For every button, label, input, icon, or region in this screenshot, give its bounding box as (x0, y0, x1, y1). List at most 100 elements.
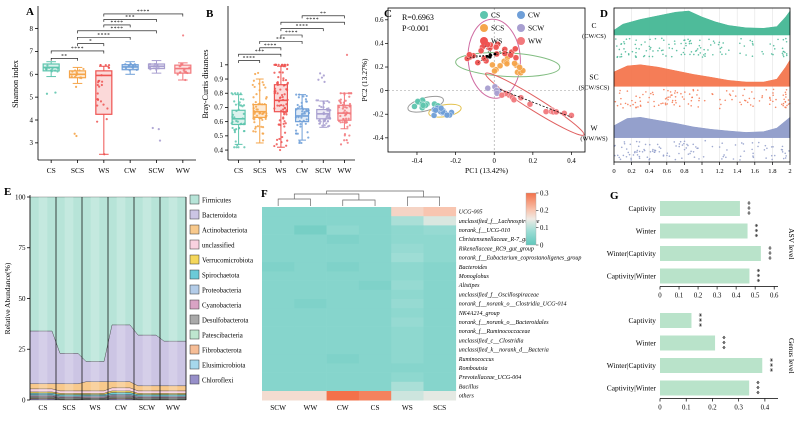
svg-text:unclassified_k__norank_d__Bact: unclassified_k__norank_d__Bacteria (459, 347, 549, 354)
svg-text:***: *** (752, 381, 761, 396)
bar-Winter (660, 335, 716, 351)
svg-text:***: *** (743, 201, 752, 216)
bar-Captivity|Winter (660, 380, 750, 396)
svg-text:Relative Abundance(%): Relative Abundance(%) (3, 262, 12, 334)
svg-text:(SCW/SCS): (SCW/SCS) (579, 84, 610, 91)
legend-swatch-unclassified (189, 239, 200, 250)
svg-text:SCW: SCW (148, 166, 165, 175)
svg-text:norank_f__UCG-010: norank_f__UCG-010 (459, 227, 510, 234)
svg-text:0.2: 0.2 (540, 208, 549, 215)
svg-text:WS: WS (98, 166, 109, 175)
panel-label-b: B (206, 8, 214, 20)
bar-Captivity (660, 201, 740, 216)
svg-text:(CW/CS): (CW/CS) (582, 33, 606, 40)
svg-text:0.4: 0.4 (761, 405, 770, 412)
svg-text:WW: WW (304, 403, 318, 412)
legend-swatch-Firmicutes (189, 194, 200, 205)
legend-swatch-Spirochaetota (189, 269, 200, 280)
svg-text:****: **** (71, 46, 84, 52)
bar-Captivity (660, 313, 692, 328)
svg-text:W: W (590, 124, 598, 133)
legend-swatch-Fibrobacterota (189, 344, 200, 355)
svg-text:Chloroflexi: Chloroflexi (202, 378, 233, 385)
svg-text:CW: CW (124, 166, 137, 175)
svg-text:8: 8 (30, 25, 34, 33)
svg-text:unclassified_f__Lachnospiracea: unclassified_f__Lachnospiraceae (459, 218, 540, 225)
heatmap-cells (262, 207, 457, 401)
legend-swatch-Verrucomicrobiota (189, 254, 200, 265)
svg-text:ASV level: ASV level (787, 228, 796, 259)
svg-text:-0.4: -0.4 (373, 135, 384, 142)
svg-text:1.6: 1.6 (751, 168, 760, 175)
svg-text:***: *** (764, 246, 773, 261)
svg-text:****: **** (296, 24, 309, 30)
svg-text:0: 0 (612, 168, 616, 175)
svg-text:0.8: 0.8 (214, 90, 223, 98)
svg-text:CW: CW (337, 403, 349, 412)
svg-text:CS: CS (38, 403, 47, 412)
svg-text:0.3: 0.3 (713, 293, 722, 300)
svg-text:-0.2: -0.2 (450, 158, 461, 165)
svg-text:WS: WS (275, 166, 286, 175)
svg-text:0: 0 (22, 396, 26, 404)
svg-text:Winter: Winter (636, 339, 657, 348)
svg-text:unclassified: unclassified (202, 243, 235, 250)
svg-text:WS: WS (491, 37, 502, 46)
svg-text:Bacteroides: Bacteroides (459, 265, 488, 271)
svg-text:****: **** (111, 20, 124, 26)
bar-Captivity|Winter (660, 268, 750, 284)
svg-text:Captivity|Winter: Captivity|Winter (607, 272, 657, 281)
svg-text:Firmicutes: Firmicutes (202, 198, 231, 205)
svg-text:***: *** (751, 224, 760, 239)
svg-text:SCS: SCS (253, 166, 266, 175)
pcoa-scatter-svg: -0.4 -0.2 0 0.2 0.4 -0.4 -0.2 0 0.2 0.4 0.6 PC1 (13… (360, 7, 586, 175)
svg-text:25: 25 (19, 346, 27, 354)
svg-text:SCS: SCS (433, 403, 446, 412)
svg-text:Fibrobacterota: Fibrobacterota (202, 348, 242, 355)
svg-text:SCW: SCW (528, 24, 545, 33)
svg-text:UCG-005: UCG-005 (459, 210, 483, 216)
svg-text:***: *** (765, 358, 774, 373)
svg-text:0.2: 0.2 (375, 64, 384, 71)
panel-label-d: D (600, 8, 608, 20)
legend-swatch-Elusimicrobiota (189, 359, 200, 370)
panel-e-relative-abundance: 0 25 50 75 100 CS SCS WS CW SCW WW Relative Abundan… (2, 187, 255, 424)
svg-text:CS: CS (491, 11, 500, 20)
svg-text:0.3: 0.3 (734, 405, 743, 412)
svg-text:CS: CS (47, 166, 56, 175)
svg-text:R=0.6963: R=0.6963 (402, 13, 434, 22)
svg-text:Bacillus: Bacillus (459, 384, 479, 390)
svg-text:Genus level: Genus level (787, 338, 796, 374)
svg-text:others: others (459, 394, 475, 400)
svg-text:0.4: 0.4 (732, 293, 741, 300)
svg-text:*: * (89, 39, 92, 45)
svg-text:***: *** (255, 49, 265, 55)
svg-text:Rikenellaceae_RC9_gut_group: Rikenellaceae_RC9_gut_group (458, 246, 534, 252)
svg-text:****: **** (264, 43, 277, 49)
svg-text:****: **** (285, 30, 298, 36)
svg-text:100: 100 (15, 193, 26, 201)
svg-text:****: **** (243, 56, 256, 62)
ridge-plot-svg: C (CW/CS) SC (SCW/SCS) W (WW/WS) 0 0.2 0.4 0.6 0.8… (579, 7, 792, 175)
svg-text:0.4: 0.4 (375, 41, 384, 48)
bar-Winter (660, 223, 748, 239)
panel-c-pcoa-scatter: -0.4 -0.2 0 0.2 0.4 -0.4 -0.2 0 0.2 0.4 0.6 PC1 (13… (358, 2, 590, 185)
svg-text:****: **** (306, 17, 319, 23)
svg-text:0.1: 0.1 (540, 225, 549, 232)
svg-text:WS: WS (402, 403, 413, 412)
svg-text:0: 0 (658, 293, 662, 300)
svg-text:0: 0 (493, 158, 497, 165)
svg-text:WW: WW (337, 166, 352, 175)
svg-text:****: **** (137, 9, 150, 15)
stacked-area-svg: 0 25 50 75 100 CS SCS WS CW SCW WW Relative Abundan… (3, 193, 253, 412)
svg-text:Bacteroidota: Bacteroidota (202, 213, 237, 220)
svg-text:0.8: 0.8 (680, 168, 689, 175)
svg-text:0.2: 0.2 (627, 168, 635, 175)
ridge-density-C (613, 10, 791, 36)
svg-text:***: *** (125, 14, 135, 20)
heatmap-svg: UCG-005 unclassified_f__Lachnospiraceaeno… (262, 190, 581, 412)
panel-label-g: G (610, 190, 619, 202)
svg-text:4: 4 (30, 116, 34, 124)
